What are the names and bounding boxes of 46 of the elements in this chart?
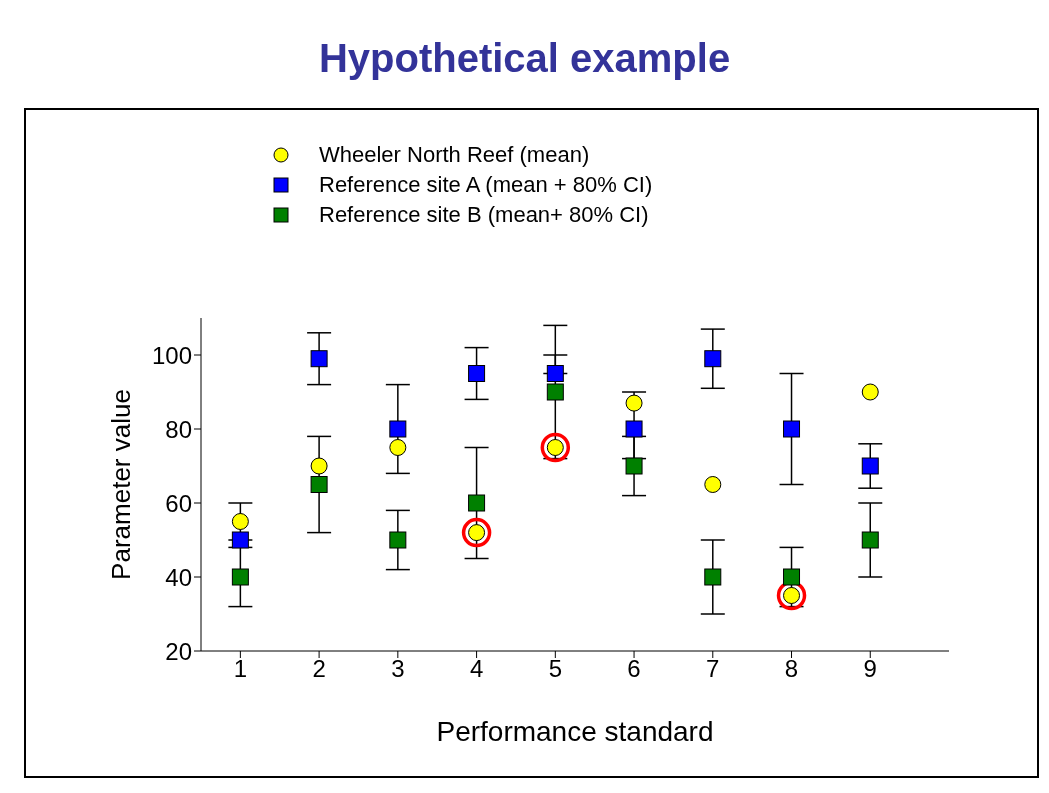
point bbox=[310, 350, 328, 368]
y-tick-label: 100 bbox=[151, 341, 192, 369]
point bbox=[461, 517, 492, 548]
legend-label: Reference site B (mean+ 80% CI) bbox=[319, 201, 649, 229]
y-tick-label: 80 bbox=[165, 415, 192, 443]
x-tick-label: 6 bbox=[627, 655, 641, 683]
point bbox=[468, 365, 486, 382]
point bbox=[231, 513, 249, 530]
x-tick-label: 7 bbox=[706, 655, 720, 683]
point bbox=[861, 457, 879, 475]
point bbox=[310, 476, 328, 493]
legend-label: Wheeler North Reef (mean) bbox=[319, 141, 590, 169]
y-tick-label: 40 bbox=[165, 563, 192, 591]
point bbox=[468, 494, 486, 512]
point bbox=[861, 531, 879, 549]
point bbox=[546, 383, 564, 401]
x-axis-title: Performance standard bbox=[436, 716, 714, 747]
y-tick-label: 60 bbox=[165, 489, 192, 517]
x-tick-label: 3 bbox=[391, 655, 405, 683]
point bbox=[861, 383, 879, 401]
point bbox=[389, 420, 407, 438]
point bbox=[625, 394, 643, 412]
y-axis-title: Parameter value bbox=[106, 389, 137, 580]
chart-title: Hypothetical example bbox=[317, 34, 732, 82]
point bbox=[546, 365, 564, 382]
point bbox=[704, 476, 722, 493]
point bbox=[389, 531, 407, 549]
x-tick-label: 5 bbox=[548, 655, 562, 683]
x-tick-label: 9 bbox=[863, 655, 877, 683]
point bbox=[625, 457, 643, 475]
point bbox=[625, 420, 643, 438]
x-tick-label: 4 bbox=[469, 655, 484, 683]
x-tick-label: 8 bbox=[784, 655, 799, 683]
point bbox=[231, 568, 249, 586]
point bbox=[231, 531, 249, 549]
point bbox=[389, 439, 407, 456]
point bbox=[310, 457, 328, 475]
y-tick-label: 20 bbox=[165, 637, 192, 665]
x-tick-label: 2 bbox=[312, 655, 326, 683]
legend-label: Reference site A (mean + 80% CI) bbox=[319, 171, 653, 199]
point bbox=[783, 568, 801, 586]
point bbox=[540, 432, 571, 463]
point bbox=[704, 568, 722, 586]
x-tick-label: 1 bbox=[233, 655, 248, 683]
point bbox=[704, 350, 722, 368]
point bbox=[783, 420, 801, 438]
